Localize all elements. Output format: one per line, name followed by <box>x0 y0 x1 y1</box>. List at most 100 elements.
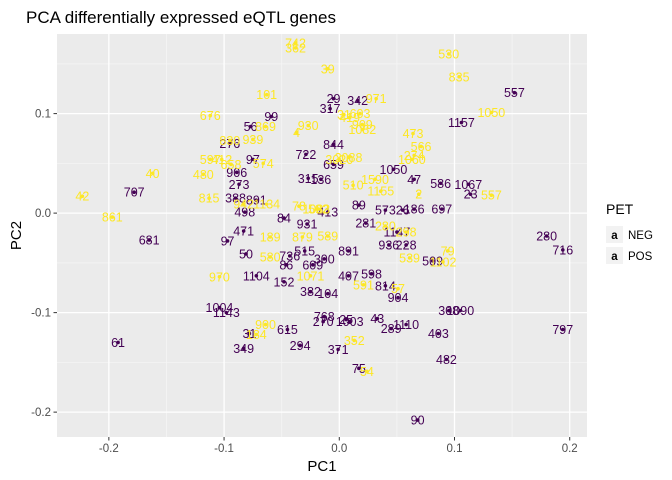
y-tick-label: 0.1 <box>35 109 51 121</box>
point-label: 39 <box>321 62 335 76</box>
point-label: 78 <box>292 200 306 214</box>
data-point <box>224 310 229 315</box>
data-point <box>458 308 463 313</box>
data-point <box>217 274 222 279</box>
data-point <box>446 308 451 313</box>
data-point <box>147 238 151 242</box>
data-point <box>365 369 369 374</box>
point-label: 43 <box>370 312 384 326</box>
point-label: 31 <box>337 108 351 122</box>
data-point <box>342 112 346 117</box>
point-label: 615 <box>277 323 298 337</box>
data-point <box>373 177 377 182</box>
data-point <box>383 224 388 228</box>
x-tick-label: -0.1 <box>214 443 234 455</box>
point-label: 768 <box>314 310 335 324</box>
data-point <box>116 340 120 345</box>
point-label: 598 <box>361 267 382 281</box>
point-label: 580 <box>260 250 281 264</box>
data-point <box>217 305 222 310</box>
data-point <box>440 207 444 211</box>
point-label: 270 <box>313 315 334 329</box>
point-label: 228 <box>396 238 417 252</box>
point-label: 61 <box>111 336 125 350</box>
point-label: 101 <box>256 88 277 102</box>
legend-label-pos: POS <box>628 251 653 263</box>
data-point <box>416 192 421 197</box>
data-point <box>404 230 408 234</box>
data-point <box>297 204 301 208</box>
point-label: 716 <box>552 243 573 257</box>
data-point <box>314 207 319 211</box>
point-label: 50 <box>239 247 253 261</box>
data-point <box>306 176 310 181</box>
point-label: 815 <box>199 192 220 206</box>
data-point <box>248 124 253 129</box>
data-point <box>251 137 255 142</box>
y-tick-label: 0.0 <box>35 208 51 220</box>
data-point <box>346 249 351 253</box>
data-point <box>512 90 517 95</box>
data-point <box>229 162 233 167</box>
point-label: 1143 <box>213 306 240 320</box>
point-label: 298 <box>396 226 417 240</box>
major-gridlines <box>57 34 587 437</box>
data-point <box>310 263 315 267</box>
data-point <box>241 229 246 233</box>
point-label: 736 <box>279 249 300 263</box>
point-label: 79 <box>441 244 455 258</box>
point-label: 1071 <box>297 269 325 283</box>
data-point <box>347 319 352 324</box>
point-label: 371 <box>328 343 349 357</box>
data-point <box>328 106 332 111</box>
point-label: 480 <box>193 168 214 182</box>
point-label: 697 <box>431 203 452 217</box>
point-label: 54 <box>360 365 374 379</box>
point-label: 589 <box>317 229 338 243</box>
data-point <box>346 155 351 160</box>
data-point <box>293 41 298 45</box>
data-point <box>308 289 313 294</box>
point-label: 1060 <box>398 153 426 167</box>
point-label: 797 <box>552 323 573 337</box>
point-label: 1104 <box>243 269 270 283</box>
data-point <box>441 260 445 264</box>
data-point <box>244 252 248 256</box>
point-label: 25 <box>339 313 353 327</box>
point-label: 498 <box>234 206 255 220</box>
data-point <box>228 141 232 146</box>
data-point <box>322 314 327 319</box>
point-label: 1003 <box>336 315 364 329</box>
data-point <box>287 254 292 258</box>
data-point <box>466 182 471 187</box>
point-label: 659 <box>323 158 344 172</box>
data-point <box>234 170 239 175</box>
point-label: 835 <box>449 70 470 84</box>
x-axis: -0.2 -0.1 0.0 0.1 0.2 <box>99 437 578 455</box>
point-label: 603 <box>350 107 371 121</box>
point-label: 47 <box>407 173 421 187</box>
point-label: 57 <box>391 282 405 296</box>
data-point <box>361 282 366 287</box>
data-point <box>391 167 396 172</box>
point-label: 566 <box>411 140 432 154</box>
point-label: 573 <box>375 204 396 218</box>
data-point <box>302 249 307 253</box>
data-point <box>254 332 259 337</box>
data-point <box>544 234 549 238</box>
data-point <box>268 255 272 259</box>
point-label: 89 <box>352 199 366 213</box>
data-point <box>438 181 443 186</box>
data-point <box>331 162 336 167</box>
point-label: 388 <box>225 192 246 206</box>
data-point <box>331 142 336 147</box>
point-label: 273 <box>229 178 250 192</box>
data-point <box>319 177 323 182</box>
point-label: 906 <box>226 166 247 180</box>
data-point <box>358 111 362 116</box>
plot-panel <box>57 34 587 437</box>
data-point <box>561 327 565 332</box>
point-label: 280 <box>536 229 557 243</box>
data-point <box>369 272 374 276</box>
point-label: 900 <box>255 318 276 332</box>
